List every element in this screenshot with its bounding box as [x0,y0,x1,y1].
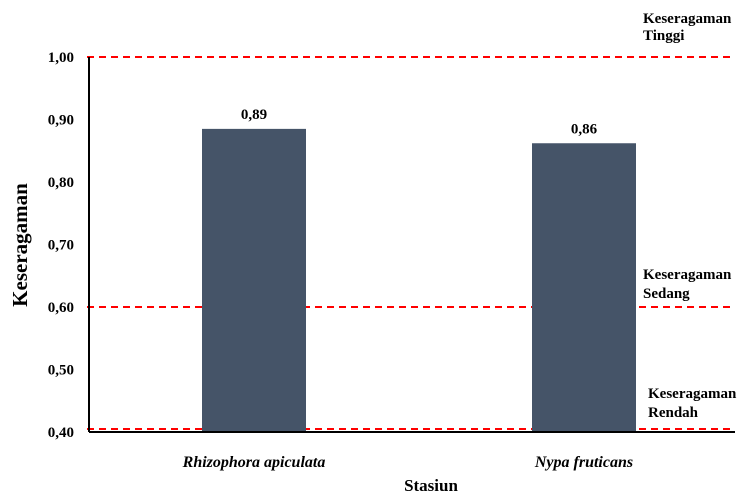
reference-label-line2: Tinggi [643,28,684,44]
y-tick-label: 0,50 [48,363,74,379]
reference-label-line2: Sedang [643,286,690,302]
reference-labels: KeseragamanTinggiKeseragamanSedangKesera… [643,11,737,421]
y-tick-label: 0,90 [48,113,74,129]
axes [88,57,735,433]
data-label: 0,86 [571,121,598,137]
reference-label-line1: Keseragaman [643,11,732,27]
data-label: 0,89 [241,107,267,123]
y-tick-label: 1,00 [48,50,74,66]
reference-label-line2: Rendah [648,405,699,421]
x-category-labels: Rhizophora apiculata Nypa fruticans [182,454,633,471]
reference-lines [87,56,735,430]
x-axis-title: Stasiun [404,476,458,495]
y-tick-label: 0,70 [48,238,74,254]
y-tick-label: 0,60 [48,300,74,316]
bars [202,128,636,432]
y-axis-title: Keseragaman [8,183,32,307]
y-tick-labels: 1,00 0,90 0,80 0,70 0,60 0,50 0,40 [48,50,74,441]
reference-label-line1: Keseragaman [643,267,732,283]
category-label: Nypa fruticans [534,454,633,471]
y-tick-label: 0,40 [48,425,74,441]
y-tick-label: 0,80 [48,175,74,191]
bar [202,128,306,432]
bar [532,143,636,432]
category-label: Rhizophora apiculata [182,454,326,471]
reference-label-line1: Keseragaman [648,386,737,402]
data-labels: 0,89 0,86 [241,107,598,137]
